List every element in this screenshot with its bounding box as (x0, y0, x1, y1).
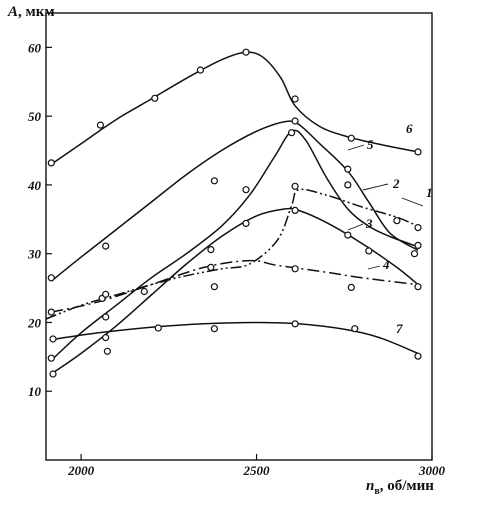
leader-line-5 (347, 144, 365, 151)
series-line-6 (50, 51, 419, 165)
leader-line-4 (367, 265, 381, 270)
data-point-series-1 (393, 217, 401, 225)
x-tick-label: 3000 (418, 463, 446, 478)
data-point-series-3 (103, 347, 112, 355)
y-tick-label: 40 (27, 178, 42, 193)
data-point-series-5 (242, 186, 250, 194)
data-point-series-6 (291, 95, 299, 103)
curve-label-3: 3 (365, 216, 373, 231)
data-point-series-7 (291, 320, 299, 328)
curve-label-1: 1 (426, 185, 433, 200)
series-curves (45, 51, 419, 375)
plot-frame (45, 12, 433, 461)
curve-label-5: 5 (367, 137, 374, 152)
data-point-series-7 (102, 334, 110, 342)
data-point-series-3 (365, 247, 373, 255)
y-axis-title: A, мкм (7, 4, 55, 20)
series-line-4 (51, 259, 419, 313)
data-point-series-3 (242, 219, 250, 227)
data-point-series-2 (414, 241, 422, 249)
data-point-series-1 (47, 308, 55, 316)
y-tick-label: 10 (28, 384, 42, 399)
data-point-series-7 (351, 325, 359, 333)
x-tick-label: 2000 (67, 463, 95, 478)
data-point-series-6 (242, 48, 250, 56)
y-tick-label: 20 (27, 315, 42, 330)
y-tick-label: 60 (28, 40, 42, 55)
data-point-series-6 (47, 159, 55, 167)
curve-label-6: 6 (406, 121, 413, 136)
data-point-series-3 (207, 263, 215, 271)
data-point-series-6 (96, 121, 105, 129)
data-point-series-1 (414, 224, 422, 232)
data-point-series-6 (347, 134, 355, 142)
data-point-series-7 (414, 352, 422, 360)
data-point-series-2 (288, 129, 296, 137)
series-line-3 (50, 207, 419, 375)
data-point-series-4 (210, 283, 218, 291)
data-point-series-2 (47, 354, 55, 362)
data-point-series-3 (344, 231, 352, 239)
y-tick-label: 30 (27, 247, 42, 262)
data-point-series-7 (210, 325, 218, 333)
data-point-series-4 (291, 265, 299, 273)
data-point-series-4 (347, 283, 355, 291)
data-point-series-4 (102, 290, 110, 298)
data-point-series-5 (410, 250, 419, 258)
data-point-series-5 (102, 242, 110, 250)
leader-line-2 (362, 183, 389, 191)
x-ticks: 2000 2500 3000 (67, 454, 446, 478)
data-point-series-7 (154, 324, 162, 332)
series-line-7 (51, 321, 419, 355)
data-points (47, 48, 422, 378)
data-point-series-2 (207, 246, 215, 254)
curve-label-2: 2 (392, 176, 400, 191)
data-point-series-3 (414, 283, 422, 291)
data-point-series-7 (49, 335, 57, 343)
x-axis-title: nв, об/мин (366, 478, 434, 497)
data-point-series-3 (49, 370, 57, 378)
data-point-series-5 (344, 165, 352, 173)
data-point-series-6 (196, 66, 204, 74)
curve-label-4: 4 (382, 257, 390, 272)
y-tick-label: 50 (28, 109, 42, 124)
curve-labels: 1 2 3 4 5 6 7 (347, 121, 433, 336)
data-point-series-4 (140, 287, 148, 296)
data-point-series-5 (291, 117, 299, 125)
data-point-series-5 (210, 177, 218, 185)
data-point-series-2 (102, 313, 110, 321)
data-point-series-6 (414, 148, 422, 156)
data-point-series-3 (291, 206, 299, 214)
data-point-series-1 (291, 182, 299, 190)
series-line-1 (45, 188, 419, 320)
leader-line-1 (401, 197, 424, 207)
series-line-2 (50, 129, 419, 361)
data-point-series-5 (47, 274, 55, 282)
curve-label-7: 7 (396, 321, 403, 336)
leader-line-3 (347, 223, 364, 231)
y-ticks: 10 20 30 40 50 60 (27, 40, 52, 399)
series-line-5 (50, 120, 419, 282)
x-tick-label: 2500 (243, 463, 271, 478)
data-point-series-6 (151, 94, 159, 102)
data-point-series-2 (344, 181, 352, 189)
